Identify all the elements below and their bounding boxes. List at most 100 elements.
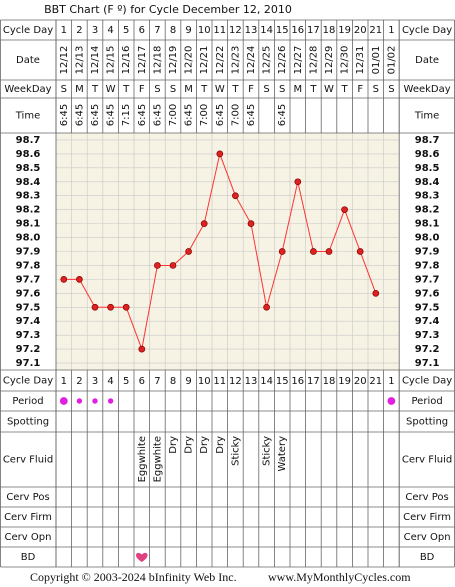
y-tick-label-right: 97.5 (415, 302, 440, 313)
y-tick-label-right: 98.3 (415, 191, 440, 202)
temp-point (185, 248, 192, 255)
weekday: T (91, 84, 99, 95)
weekday: T (231, 84, 239, 95)
time: 6:45 (184, 104, 195, 126)
cycle-day: 14 (260, 25, 273, 36)
weekday: M (184, 84, 193, 95)
time: 6:45 (59, 104, 70, 126)
weekday: T (341, 84, 349, 95)
date: 12/13 (74, 46, 85, 75)
time: 7:00 (230, 104, 241, 126)
row-label-right: Cycle Day (402, 376, 452, 387)
temp-point (372, 289, 380, 297)
temp-point (216, 150, 224, 158)
y-tick-label-right: 97.4 (415, 316, 440, 327)
period-dot (107, 398, 114, 404)
cerv-fluid: Dry (199, 436, 210, 454)
cycle-day-bottom: 6 (139, 376, 145, 387)
date: 12/31 (355, 46, 366, 75)
y-tick-label: 98.6 (16, 149, 41, 160)
weekday: S (170, 84, 176, 95)
weekday: F (139, 84, 145, 95)
weekday: F (357, 84, 363, 95)
copyright: Copyright © 2003-2024 bInfinity Web Inc. (30, 570, 237, 584)
cycle-day-bottom: 9 (185, 376, 191, 387)
cycle-day: 21 (369, 25, 382, 36)
y-tick-label: 98.1 (16, 219, 41, 230)
date: 12/23 (230, 46, 241, 75)
weekday: T (122, 84, 130, 95)
time: 6:45 (277, 104, 288, 126)
period-dot (59, 397, 68, 405)
temp-point (310, 248, 317, 255)
cycle-day-bottom: 15 (276, 376, 289, 387)
time: 6:45 (215, 104, 226, 126)
date: 01/02 (386, 46, 397, 75)
weekday: S (154, 84, 160, 95)
cerv-fluid: Dry (168, 436, 179, 454)
cycle-day-bottom: 11 (213, 376, 226, 387)
cycle-day: 18 (323, 25, 336, 36)
y-tick-label: 97.9 (16, 247, 41, 258)
y-tick-label-right: 97.7 (415, 274, 440, 285)
y-tick-label: 97.2 (16, 344, 41, 355)
temp-point (138, 345, 146, 353)
date: 12/16 (121, 46, 132, 75)
weekday: S (373, 84, 379, 95)
date: 12/26 (277, 46, 288, 75)
y-tick-label-right: 97.3 (415, 330, 440, 341)
row-label-right: Spotting (406, 417, 448, 428)
cerv-fluid: Dry (184, 436, 195, 454)
time: 6:45 (137, 104, 148, 126)
date: 12/28 (308, 46, 319, 75)
temp-point (294, 178, 302, 186)
weekday: M (293, 84, 302, 95)
date: 12/14 (90, 46, 101, 75)
cycle-day-bottom: 21 (369, 376, 382, 387)
date: 12/15 (106, 46, 117, 75)
time: 6:45 (152, 104, 163, 126)
date: 12/20 (184, 46, 195, 75)
cycle-day-bottom: 12 (229, 376, 242, 387)
weekday: S (263, 84, 269, 95)
y-tick-label: 97.8 (16, 260, 41, 271)
y-tick-label: 98.5 (16, 163, 41, 174)
row-label-right: Time (414, 111, 439, 122)
temp-point (91, 303, 99, 311)
date: 12/24 (246, 46, 257, 75)
row-label: Spotting (7, 417, 49, 428)
temp-point (247, 220, 255, 227)
cycle-day-bottom: 20 (354, 376, 367, 387)
row-label: BD (21, 552, 36, 563)
cycle-day: 19 (338, 25, 351, 36)
cycle-day-bottom: 8 (170, 376, 176, 387)
cerv-fluid: Watery (277, 436, 288, 472)
weekday: S (388, 84, 394, 95)
y-tick-label: 98.7 (16, 135, 41, 146)
y-tick-label: 97.7 (16, 274, 41, 285)
weekday: W (324, 84, 334, 95)
chart-title: BBT Chart (F º) for Cycle December 12, 2… (44, 3, 292, 16)
y-tick-label-right: 97.6 (415, 288, 440, 299)
row-label-right: Period (412, 396, 443, 407)
date: 12/19 (168, 46, 179, 75)
cycle-day: 12 (229, 25, 242, 36)
cycle-day-bottom: 1 (388, 376, 394, 387)
y-tick-label: 97.3 (16, 330, 41, 341)
y-tick-label: 97.5 (16, 302, 41, 313)
cycle-day: 15 (276, 25, 289, 36)
period-dot (387, 397, 396, 405)
weekday: W (215, 84, 225, 95)
cycle-day: 9 (185, 25, 191, 36)
row-label: Cycle Day (3, 25, 53, 36)
time: 7:15 (121, 104, 132, 126)
y-tick-label: 97.1 (16, 358, 41, 369)
row-label-right: Cerv Pos (405, 492, 448, 503)
row-label-right: Cerv Firm (403, 512, 451, 523)
y-tick-label-right: 97.1 (415, 358, 440, 369)
y-tick-label: 98.2 (16, 205, 41, 216)
temp-point (60, 276, 68, 283)
cycle-day-bottom: 1 (61, 376, 67, 387)
y-tick-label: 98.4 (16, 177, 41, 188)
row-label: Cerv Firm (4, 512, 52, 523)
